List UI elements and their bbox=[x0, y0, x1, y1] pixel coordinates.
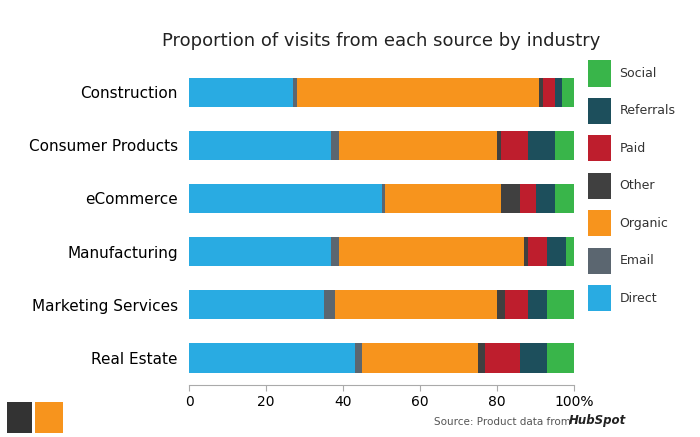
Text: Social: Social bbox=[620, 67, 657, 80]
Bar bbox=[339, 237, 524, 266]
Bar bbox=[189, 184, 382, 213]
Bar bbox=[335, 290, 497, 319]
Bar bbox=[520, 343, 547, 373]
FancyBboxPatch shape bbox=[588, 210, 611, 236]
Bar bbox=[547, 343, 574, 373]
Bar bbox=[505, 290, 528, 319]
FancyBboxPatch shape bbox=[588, 248, 611, 274]
Bar bbox=[363, 343, 477, 373]
Bar bbox=[563, 77, 574, 107]
Bar bbox=[189, 237, 332, 266]
Text: Email: Email bbox=[620, 254, 654, 267]
FancyBboxPatch shape bbox=[588, 135, 611, 161]
Text: Organic: Organic bbox=[620, 217, 668, 230]
Bar bbox=[501, 184, 520, 213]
Bar bbox=[547, 237, 566, 266]
FancyBboxPatch shape bbox=[588, 60, 611, 87]
Bar bbox=[293, 77, 297, 107]
Bar bbox=[528, 237, 547, 266]
Bar bbox=[528, 131, 554, 160]
Bar bbox=[355, 343, 363, 373]
FancyBboxPatch shape bbox=[588, 98, 611, 124]
Bar bbox=[536, 184, 554, 213]
Bar bbox=[501, 131, 528, 160]
Bar bbox=[520, 184, 536, 213]
Bar bbox=[524, 237, 528, 266]
Bar bbox=[554, 77, 563, 107]
Text: Paid: Paid bbox=[620, 142, 645, 155]
FancyBboxPatch shape bbox=[588, 173, 611, 199]
Text: Referrals: Referrals bbox=[620, 104, 676, 118]
Text: Other: Other bbox=[620, 179, 655, 192]
Bar bbox=[189, 290, 323, 319]
Bar bbox=[554, 131, 574, 160]
FancyBboxPatch shape bbox=[588, 285, 611, 311]
Bar bbox=[497, 290, 505, 319]
Bar bbox=[339, 131, 497, 160]
Bar bbox=[332, 237, 340, 266]
FancyBboxPatch shape bbox=[35, 402, 63, 433]
FancyBboxPatch shape bbox=[7, 402, 32, 433]
Bar bbox=[547, 290, 574, 319]
Bar bbox=[477, 343, 486, 373]
Bar bbox=[540, 77, 543, 107]
Bar bbox=[566, 237, 574, 266]
Bar bbox=[486, 343, 520, 373]
Text: HubSpot: HubSpot bbox=[568, 414, 626, 427]
Bar bbox=[382, 184, 385, 213]
Bar bbox=[385, 184, 501, 213]
Text: Direct: Direct bbox=[620, 291, 657, 305]
Bar bbox=[297, 77, 540, 107]
Bar bbox=[332, 131, 340, 160]
Title: Proportion of visits from each source by industry: Proportion of visits from each source by… bbox=[162, 32, 601, 50]
Bar bbox=[189, 77, 293, 107]
Bar bbox=[323, 290, 335, 319]
Bar bbox=[497, 131, 501, 160]
Bar bbox=[189, 343, 355, 373]
Bar bbox=[528, 290, 547, 319]
Bar bbox=[189, 131, 332, 160]
Text: Source: Product data from: Source: Product data from bbox=[434, 417, 574, 427]
Bar bbox=[554, 184, 574, 213]
Bar bbox=[543, 77, 554, 107]
